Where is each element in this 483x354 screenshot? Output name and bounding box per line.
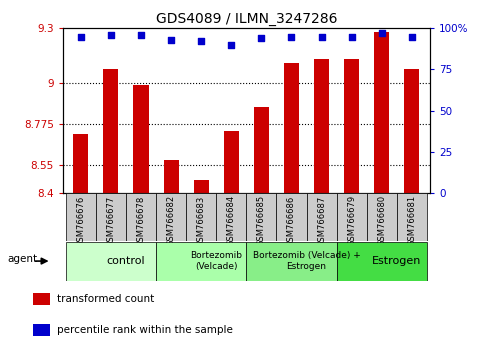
Point [408, 34, 416, 39]
Bar [254, 107, 269, 193]
Text: GSM766682: GSM766682 [167, 195, 176, 246]
Bar [246, 241, 337, 281]
Point [318, 34, 326, 39]
Bar [344, 59, 359, 193]
Text: GSM766686: GSM766686 [287, 195, 296, 247]
Bar [337, 241, 427, 281]
Point [107, 32, 115, 38]
Bar [126, 193, 156, 241]
Text: Bortezomib
(Velcade): Bortezomib (Velcade) [190, 251, 242, 271]
Text: GSM766680: GSM766680 [377, 195, 386, 246]
Bar [404, 69, 419, 193]
Point [198, 39, 205, 44]
Bar [156, 241, 246, 281]
Text: control: control [107, 256, 145, 266]
Bar [284, 63, 299, 193]
Bar [224, 131, 239, 193]
Point [167, 37, 175, 43]
Bar [103, 69, 118, 193]
Bar [374, 32, 389, 193]
Bar [194, 180, 209, 193]
Bar [66, 241, 156, 281]
Text: GSM766677: GSM766677 [106, 195, 115, 247]
Bar [276, 193, 307, 241]
Point [257, 35, 265, 41]
Bar [96, 193, 126, 241]
Bar [66, 193, 96, 241]
Text: GSM766676: GSM766676 [76, 195, 85, 247]
Text: Estrogen: Estrogen [372, 256, 422, 266]
Bar [397, 193, 427, 241]
Bar [164, 160, 179, 193]
Text: GSM766678: GSM766678 [137, 195, 145, 247]
Bar [337, 193, 367, 241]
Bar [246, 193, 276, 241]
Point [348, 34, 355, 39]
Point [77, 34, 85, 39]
Point [287, 34, 295, 39]
Text: agent: agent [8, 254, 38, 264]
Point [227, 42, 235, 48]
Bar [33, 293, 50, 306]
Point [137, 32, 145, 38]
Text: transformed count: transformed count [57, 294, 154, 304]
Text: GSM766683: GSM766683 [197, 195, 206, 247]
Text: GSM766681: GSM766681 [407, 195, 416, 246]
Title: GDS4089 / ILMN_3247286: GDS4089 / ILMN_3247286 [156, 12, 337, 26]
Text: GSM766679: GSM766679 [347, 195, 356, 246]
Bar [314, 59, 329, 193]
Text: GSM766687: GSM766687 [317, 195, 326, 247]
Bar [73, 135, 88, 193]
Bar [133, 85, 149, 193]
Text: GSM766684: GSM766684 [227, 195, 236, 246]
Point [378, 30, 385, 36]
Bar [156, 193, 186, 241]
Text: Bortezomib (Velcade) +
Estrogen: Bortezomib (Velcade) + Estrogen [253, 251, 360, 271]
Bar [367, 193, 397, 241]
Bar [33, 324, 50, 336]
Bar [307, 193, 337, 241]
Text: GSM766685: GSM766685 [257, 195, 266, 246]
Bar [186, 193, 216, 241]
Text: percentile rank within the sample: percentile rank within the sample [57, 325, 233, 335]
Bar [216, 193, 246, 241]
